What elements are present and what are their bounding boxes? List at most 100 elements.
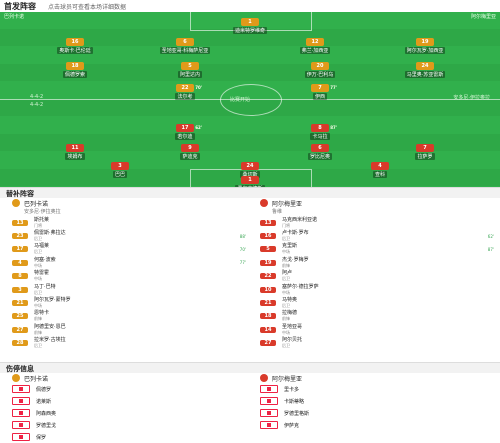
sub-player-info: 马克西米利亚诺 门将 — [282, 217, 317, 228]
jersey-icon: 20 — [311, 62, 329, 70]
sub-player-position: 后卫 — [282, 303, 290, 309]
away-player[interactable]: 11 埃姆布 — [40, 144, 110, 160]
home-player[interactable]: 7 77' 伊西 — [285, 84, 355, 100]
pitch-stripe — [0, 29, 500, 46]
sub-player-row[interactable]: 23 佩雷斯·弗拉达 后卫 88' — [12, 229, 252, 242]
home-player[interactable]: 12 弗兰·加西亚 — [280, 38, 350, 54]
jersey-icon: 4 — [371, 162, 389, 170]
injured-player-name: 卡斯蒂略 — [284, 398, 305, 405]
home-player[interactable]: 24 马里奥·苏亚雷斯 — [390, 62, 460, 78]
jersey-icon: 12 — [306, 38, 324, 46]
jersey-number: 13 — [260, 219, 276, 226]
sub-player-row[interactable]: 14 圣地亚哥 中场 — [260, 323, 500, 336]
player-name: 伊西 — [312, 93, 327, 100]
injury-row[interactable]: 阿森西奥 — [12, 407, 252, 419]
sub-player-name: 阿卢 — [282, 270, 293, 277]
sub-player-row[interactable]: 25 恩特卡 前锋 — [12, 310, 252, 323]
away-subs-column: 阿尔梅里亚 鲁维 13 马克西米利亚诺 门将 16 卢卡斯·罗布 后卫 62' 5 克里斯 中场 8… — [260, 198, 500, 350]
away-player[interactable]: 8 87' 卡马拉 — [285, 124, 355, 140]
away-player[interactable]: 7 拉萨罗 — [390, 144, 460, 160]
sub-player-row[interactable]: 19 杰戈·罗梅罗 前锋 — [260, 256, 500, 269]
injury-row[interactable]: 保罗 — [12, 431, 252, 443]
injury-row[interactable]: 诺莱斯 — [12, 395, 252, 407]
jersey-icon: 16 — [66, 38, 84, 46]
sub-player-position: 中场 — [34, 276, 42, 282]
sub-player-row[interactable]: 28 拉米罗·古埃拉 后卫 — [12, 337, 252, 350]
sub-player-row[interactable]: 13 马克西米利亚诺 门将 — [260, 216, 500, 229]
sub-player-row[interactable]: 3 马丁·巴特 后卫 — [12, 283, 252, 296]
sub-time: 70' — [195, 85, 202, 90]
sub-player-row[interactable]: 22 阿卢 后卫 — [260, 270, 500, 283]
player-name: 拉萨罗 — [415, 153, 435, 160]
home-team-label: 巴列卡诺 — [4, 14, 25, 20]
jersey-number: 14 — [260, 326, 276, 333]
sub-player-row[interactable]: 5 克里斯 中场 87' — [260, 243, 500, 256]
sub-time: 62' — [195, 125, 202, 130]
sub-player-position: 中场 — [34, 262, 42, 268]
injury-row[interactable]: 伊萨克 — [260, 419, 500, 431]
sub-in-time: 77' — [239, 260, 246, 266]
center-circle — [220, 84, 282, 116]
jersey-icon: 6 — [176, 38, 194, 46]
away-player[interactable]: 17 62' 若尔迪 — [150, 124, 220, 140]
home-subs-team: 巴列卡诺 — [12, 198, 252, 208]
injured-player-name: 保罗 — [36, 434, 47, 441]
jersey-icon: 22 70' — [176, 84, 202, 92]
sub-player-info: 阿尔瓦罗·蒙特罗 中场 — [34, 298, 71, 309]
sub-player-name: 马福莱 — [34, 243, 50, 250]
injury-row[interactable]: 罗德里格斯 — [260, 407, 500, 419]
injury-row[interactable]: 里卡多 — [260, 383, 500, 395]
sub-player-name: 特雷霍 — [34, 270, 50, 277]
player-name: 若尔迪 — [175, 133, 195, 140]
away-player[interactable]: 9 萨迪克 — [155, 144, 225, 160]
sub-player-row[interactable]: 13 斯托莱 门将 — [12, 216, 252, 229]
jersey-icon: 3 — [111, 162, 129, 170]
home-player[interactable]: 20 伊万·巴利乌 — [285, 62, 355, 78]
away-logo-icon — [260, 374, 268, 382]
sub-player-row[interactable]: 21 马特奥 后卫 — [260, 296, 500, 309]
injury-row[interactable]: 佩德罗 — [12, 383, 252, 395]
jersey-icon: 1 — [241, 176, 259, 184]
away-injury-team: 阿尔梅里亚 — [260, 373, 500, 383]
jersey-number: 16 — [260, 233, 276, 240]
jersey-number: 17 — [12, 246, 28, 253]
injured-player-name: 伊萨克 — [284, 422, 300, 429]
sub-player-info: 马丁·巴特 后卫 — [34, 284, 56, 295]
home-player[interactable]: 22 70' 法尔考 — [150, 84, 220, 100]
sub-player-row[interactable]: 16 卢卡斯·罗布 后卫 62' — [260, 229, 500, 242]
home-player[interactable]: 5 阿里达内 — [155, 62, 225, 78]
sub-in-time: 87' — [487, 246, 494, 252]
away-player[interactable]: 3 巴巴 — [85, 162, 155, 178]
sub-player-info: 斯托莱 门将 — [34, 217, 49, 228]
jersey-icon: 11 — [66, 144, 84, 152]
sub-player-position: 前锋 — [34, 316, 42, 322]
away-player[interactable]: 24 桑切斯 — [215, 162, 285, 178]
injury-row[interactable]: 卡斯蒂略 — [260, 395, 500, 407]
jersey-number: 4 — [12, 259, 28, 266]
sub-player-row[interactable]: 21 阿尔瓦罗·蒙特罗 中场 — [12, 296, 252, 309]
sub-player-row[interactable]: 27 阿尔贝托 后卫 — [260, 337, 500, 350]
lineup-header: 首发阵容 点击球员可查看本场详细数据 — [0, 0, 500, 12]
home-player[interactable]: 19 阿尔瓦罗·加西亚 — [390, 38, 460, 54]
home-player[interactable]: 18 佩德罗索 — [40, 62, 110, 78]
sub-player-row[interactable]: 18 拉梅德 前锋 — [260, 310, 500, 323]
sub-player-row[interactable]: 10 塞萨尔·德拉罗萨 中场 — [260, 283, 500, 296]
injury-row[interactable]: 罗德里戈 — [12, 419, 252, 431]
away-player[interactable]: 6 罗比尼奥 — [285, 144, 355, 160]
sub-player-position: 门将 — [282, 222, 290, 228]
injury-icon — [12, 409, 30, 417]
home-player[interactable]: 1 迪米特罗维奇 — [215, 18, 285, 34]
sub-player-row[interactable]: 27 阿德里安·恩巴 前锋 — [12, 323, 252, 336]
sub-player-row[interactable]: 8 特雷霍 中场 — [12, 270, 252, 283]
home-player[interactable]: 16 奥斯卡·巴伦廷 — [40, 38, 110, 54]
jersey-icon: 17 62' — [176, 124, 202, 132]
sub-player-row[interactable]: 4 何塞·波索 中场 77' — [12, 256, 252, 269]
away-player[interactable]: 4 查科 — [345, 162, 415, 178]
sub-player-name: 塞萨尔·德拉罗萨 — [282, 283, 319, 290]
home-player[interactable]: 6 圣地亚哥·科梅萨尼亚 — [150, 38, 220, 54]
center-text: 比赛开始 — [230, 97, 251, 103]
away-player[interactable]: 1费尔南德斯 — [215, 176, 285, 187]
sub-player-row[interactable]: 17 马福莱 后卫 70' — [12, 243, 252, 256]
home-coach: 安多尼·伊拉奥拉 — [453, 95, 490, 101]
jersey-number: 28 — [12, 340, 28, 347]
